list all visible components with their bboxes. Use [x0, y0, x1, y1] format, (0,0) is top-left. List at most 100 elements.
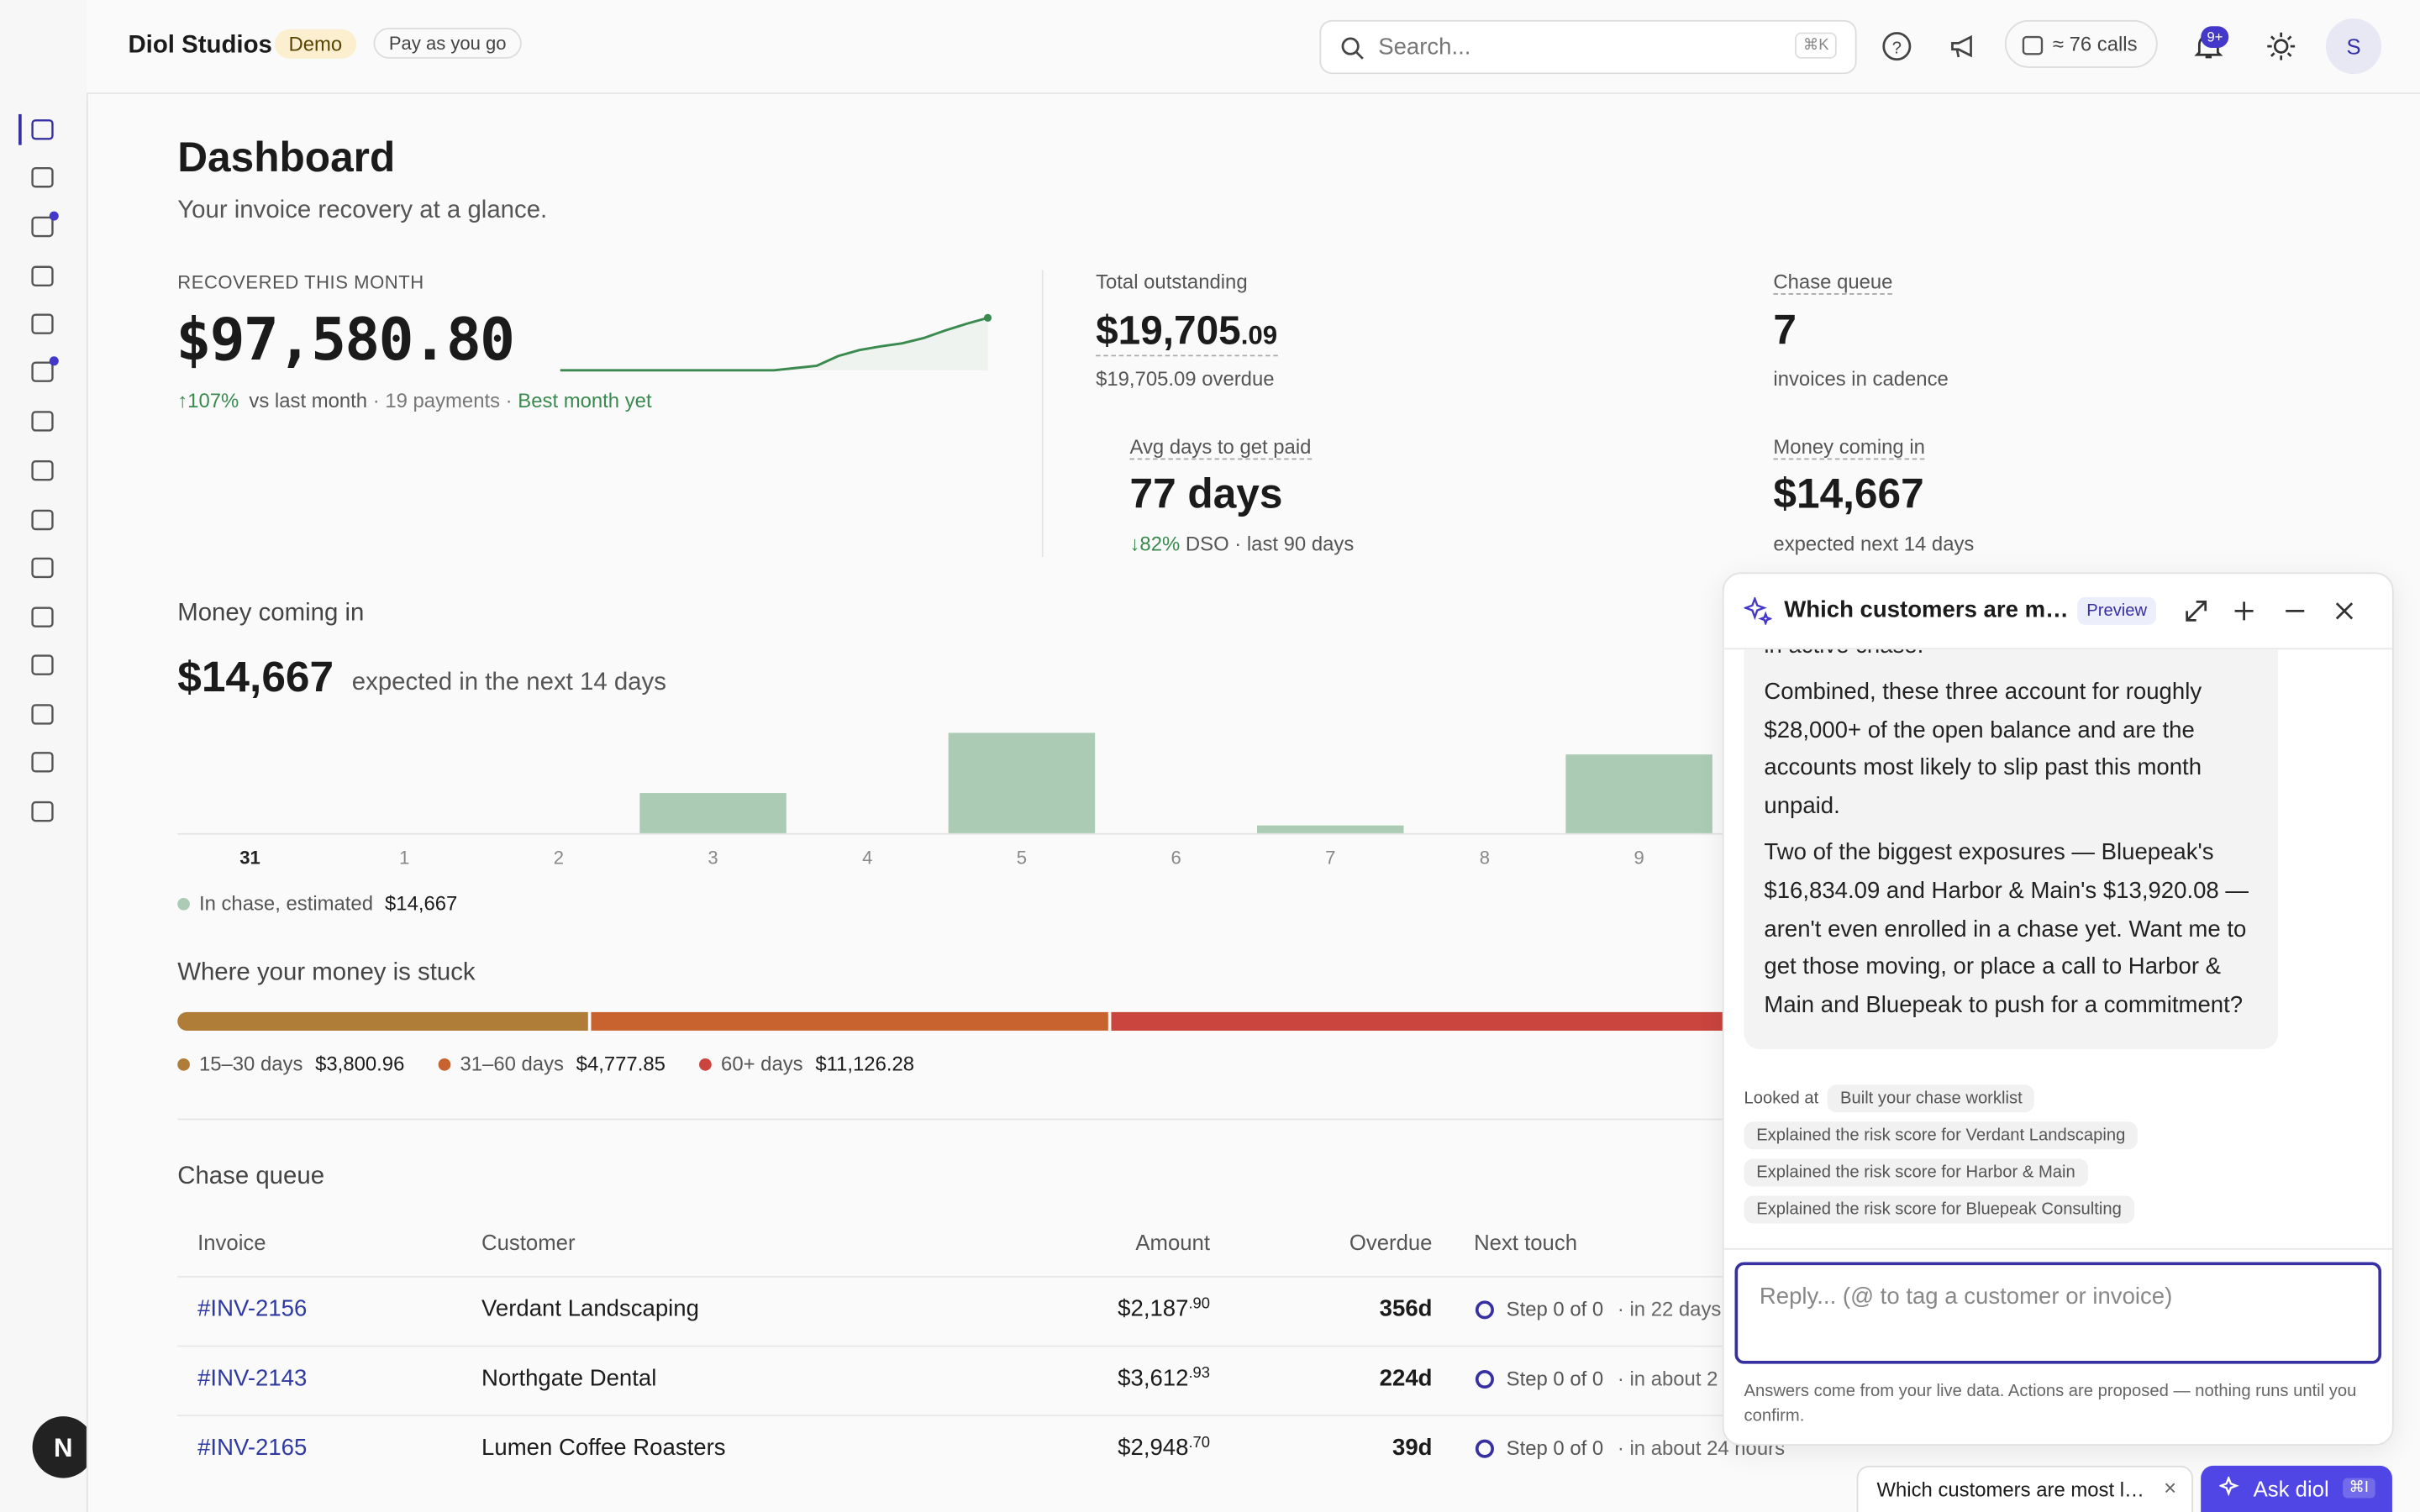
- message-paragraph: Combined, these three account for roughl…: [1764, 678, 2202, 820]
- status-ring: [1475, 1300, 1494, 1320]
- nav-icon[interactable]: [31, 411, 54, 432]
- theme-icon[interactable]: [2267, 32, 2296, 60]
- x-tick-label: 2: [554, 848, 564, 869]
- chat-tab[interactable]: Which customers are most l… ×: [1856, 1465, 2193, 1512]
- kpi-note: expected next 14 days: [1773, 532, 1975, 556]
- launcher[interactable]: [32, 1416, 95, 1478]
- launcher-label: N: [54, 1433, 73, 1462]
- customer: Verdant Landscaping: [481, 1295, 699, 1323]
- kpi-label[interactable]: Avg days to get paid: [1129, 434, 1312, 460]
- kpi-note: $19,705.09 overdue: [1096, 367, 1275, 391]
- section-title: Chase queue: [177, 1163, 325, 1190]
- nav-icon[interactable]: [31, 265, 54, 286]
- nav-icon[interactable]: [31, 167, 54, 188]
- calls-pill[interactable]: ≈ 76 calls: [2004, 19, 2158, 68]
- sparkline-area: [560, 318, 988, 370]
- bar: [948, 732, 1096, 833]
- avatar[interactable]: S: [2325, 18, 2382, 75]
- legend-dot: [177, 1058, 190, 1071]
- svg-text:?: ?: [1892, 39, 1902, 57]
- tool-chip: Explained the risk score for Bluepeak Co…: [1744, 1195, 2134, 1224]
- looked-at-label: Looked at: [1744, 1089, 1819, 1108]
- invoice-link[interactable]: #INV-2156: [197, 1295, 308, 1323]
- chat-title: Which customers are m…: [1784, 596, 2069, 624]
- close-icon[interactable]: ×: [2164, 1474, 2177, 1500]
- help-icon[interactable]: ?: [1881, 31, 1912, 62]
- legend-value: $3,800.96: [315, 1052, 405, 1076]
- reply-placeholder: Reply... (@ to tag a customer or invoice…: [1759, 1284, 2173, 1310]
- chat-controls[interactable]: [2182, 597, 2367, 625]
- tool-chip: Built your chase worklist: [1828, 1084, 2035, 1113]
- forecast-value: $14,667: [177, 652, 334, 701]
- chase-table: Invoice Customer Amount Overdue Next touch #I…: [177, 1211, 1876, 1512]
- org-name: Diol Studios: [128, 32, 272, 59]
- announce-icon[interactable]: [1948, 31, 1979, 62]
- nav-icon[interactable]: [31, 557, 54, 579]
- nav-badge: [49, 211, 59, 221]
- sparkline: [560, 313, 992, 372]
- nav-icon[interactable]: [31, 654, 54, 675]
- nav-icon[interactable]: [31, 509, 54, 531]
- search-box[interactable]: Search... ⌘K: [1319, 19, 1857, 75]
- nav-icon[interactable]: [31, 313, 54, 334]
- bar: [1565, 754, 1712, 833]
- kpi-value: $14,667: [1773, 470, 1924, 517]
- column-header: Next touch: [1474, 1229, 1578, 1255]
- nav-icon[interactable]: [31, 704, 54, 725]
- x-tick-label: 9: [1634, 848, 1644, 869]
- sidebar: N: [0, 0, 95, 1512]
- nav-icon[interactable]: [31, 752, 54, 773]
- sparkle-icon: [1744, 596, 1772, 625]
- aging-segment: [591, 1011, 1109, 1031]
- next-when: · in about 2: [1617, 1367, 1718, 1390]
- message-paragraph: Two of the biggest exposures — Bluepeak'…: [1764, 839, 2249, 1019]
- row-divider: [177, 1345, 1876, 1347]
- row-divider: [177, 1275, 1876, 1278]
- page-subtitle: Your invoice recovery at a glance.: [177, 197, 548, 224]
- nav-icon[interactable]: [31, 606, 54, 627]
- legend-value: $14,667: [385, 891, 458, 916]
- legend-dot: [438, 1058, 451, 1071]
- amount-cents: .70: [1188, 1435, 1210, 1452]
- kpi-change: ↓82%: [1129, 532, 1181, 556]
- nav-icon[interactable]: [31, 119, 54, 140]
- nav-icon[interactable]: [31, 801, 54, 822]
- legend-item: 31–60 days $4,777.85: [438, 1052, 666, 1076]
- kpi-label[interactable]: Chase queue: [1773, 270, 1893, 295]
- legend-item: 60+ days $11,126.28: [699, 1053, 914, 1075]
- kpi-label[interactable]: Money coming in: [1773, 434, 1925, 460]
- legend-value: $4,777.85: [576, 1052, 666, 1076]
- search-placeholder: Search...: [1378, 34, 1471, 60]
- overdue: 39d: [1392, 1435, 1433, 1462]
- bar: [1257, 825, 1404, 833]
- kpi-value: $97,580.80: [176, 305, 515, 374]
- invoice-link[interactable]: #INV-2165: [197, 1435, 308, 1462]
- reply-input[interactable]: Reply... (@ to tag a customer or invoice…: [1734, 1262, 2382, 1364]
- invoice-link[interactable]: #INV-2143: [197, 1365, 308, 1392]
- x-tick-label: 4: [862, 848, 872, 869]
- kpi-highlight: Best month yet: [518, 388, 652, 412]
- kpi-change-note: vs last month: [249, 388, 368, 412]
- plan-badge[interactable]: Pay as you go: [373, 28, 522, 59]
- legend-label: In chase, estimated: [198, 891, 374, 916]
- kpi-payments: · 19 payments ·: [372, 388, 513, 412]
- search-shortcut: ⌘K: [1795, 32, 1837, 59]
- tool-chip: Explained the risk score for Harbor & Ma…: [1744, 1158, 2088, 1187]
- customer: Lumen Coffee Roasters: [481, 1435, 726, 1462]
- nav-icon[interactable]: [31, 361, 54, 382]
- x-tick-label: 7: [1325, 848, 1335, 869]
- next-when: · in 22 days: [1617, 1297, 1722, 1321]
- divider: [177, 1118, 1876, 1121]
- notification-count: 9+: [2201, 26, 2229, 48]
- divider: [1041, 270, 1044, 558]
- amount: $3,612.93: [978, 1366, 1210, 1392]
- nav-icon[interactable]: [31, 459, 54, 481]
- ask-button[interactable]: Ask diol ⌘I: [2201, 1465, 2392, 1512]
- wallet-icon: [2022, 35, 2044, 55]
- nav-badge: [49, 356, 59, 366]
- x-tick-label: 6: [1171, 848, 1181, 869]
- next-step: Step 0 of 0: [1506, 1436, 1604, 1460]
- nav-icon[interactable]: [31, 216, 54, 238]
